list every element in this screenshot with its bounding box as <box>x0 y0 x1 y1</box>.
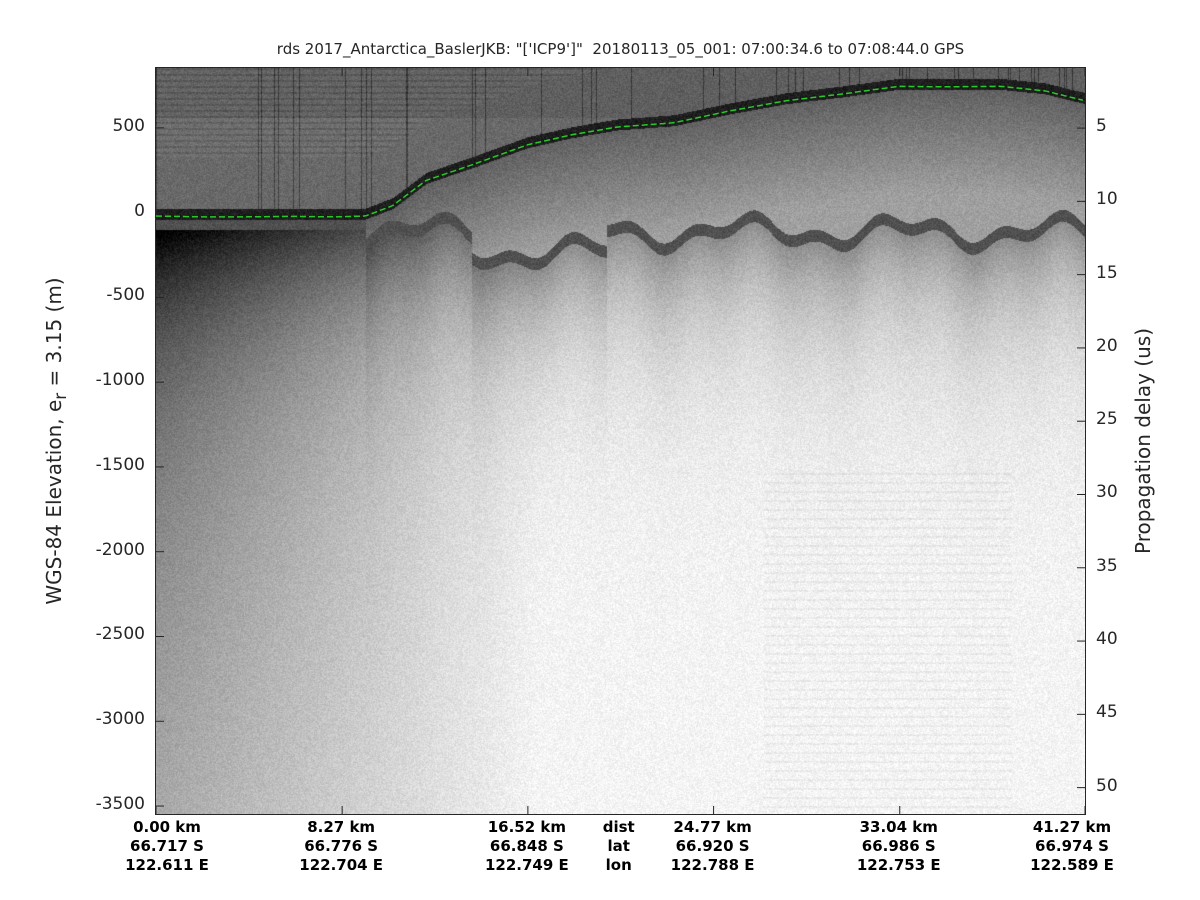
x-tick-dist: 0.00 km <box>133 818 201 836</box>
y2-tick-label: 50 <box>1096 775 1118 796</box>
plot-overlay <box>155 68 1086 814</box>
y-tick-label: -500 <box>106 285 145 306</box>
x-tick-dist: 33.04 km <box>859 818 938 836</box>
x-tick-lon: 122.788 E <box>670 856 755 874</box>
x-tick-dist: 41.27 km <box>1032 818 1112 836</box>
y2-tick-label: 25 <box>1096 409 1118 430</box>
x-tick-lat: 66.776 S <box>304 837 379 855</box>
x-tick-label: 33.04 km 66.986 S 122.753 E <box>857 818 941 875</box>
y-tick-label: -2500 <box>95 624 145 645</box>
x-tick-label: 0.00 km 66.717 S 122.611 E <box>125 818 209 875</box>
y-tick-label: -1000 <box>95 370 145 391</box>
x-tick-lon: 122.749 E <box>484 856 569 874</box>
x-tick-lon: 122.704 E <box>299 856 384 874</box>
y2-tick-label: 20 <box>1096 335 1118 356</box>
x-tick-lat: 66.986 S <box>861 837 936 855</box>
x-tick-dist: 16.52 km <box>487 818 566 836</box>
y-tick-label: -2000 <box>95 539 145 560</box>
y-tick-label: -3000 <box>95 709 145 730</box>
plot-area <box>155 67 1086 815</box>
radar-echogram <box>156 68 1085 814</box>
x-tick-dist: 8.27 km <box>307 818 376 836</box>
x-tick-lon: 122.611 E <box>125 856 209 874</box>
x-tick-lon: 122.753 E <box>856 856 941 874</box>
row-label-dist: dist <box>602 818 635 836</box>
y-axis-label: WGS-84 Elevation, er = 3.15 (m) <box>42 277 70 604</box>
y2-tick-label: 10 <box>1096 189 1118 210</box>
y-axis-label-subscript: r <box>51 392 70 400</box>
y-axis-label-tail: = 3.15 (m) <box>42 277 66 393</box>
y2-tick-label: 45 <box>1096 702 1118 723</box>
x-tick-dist: 24.77 km <box>673 818 752 836</box>
y-tick-label: -1500 <box>95 454 145 475</box>
x-tick-label: 41.27 km 66.974 S 122.589 E <box>1030 818 1114 875</box>
y2-tick-label: 15 <box>1096 262 1118 283</box>
y2-tick-label: 40 <box>1096 629 1118 650</box>
row-label-lon: lon <box>605 856 632 874</box>
y-tick-label: 0 <box>134 200 145 221</box>
y2-tick-label: 30 <box>1096 482 1118 503</box>
y-tick-label: 500 <box>112 115 145 136</box>
x-tick-lat: 66.848 S <box>489 837 564 855</box>
x-tick-label: 8.27 km 66.776 S 122.704 E <box>299 818 383 875</box>
chart-title: rds 2017_Antarctica_BaslerJKB: "['ICP9']… <box>276 40 965 58</box>
x-tick-lon: 122.589 E <box>1030 856 1114 874</box>
x-tick-lat: 66.920 S <box>675 837 750 855</box>
surface-line <box>155 85 1084 218</box>
row-label-lat: lat <box>607 837 630 855</box>
y2-tick-label: 35 <box>1096 555 1118 576</box>
y-tick-label: -3500 <box>95 794 145 815</box>
x-tick-lat: 66.717 S <box>130 837 204 855</box>
x-tick-label: 16.52 km 66.848 S 122.749 E <box>485 818 569 875</box>
x-row-labels: dist lat lon <box>603 818 635 875</box>
y-axis-label-main: WGS-84 Elevation, e <box>42 399 66 605</box>
x-tick-lat: 66.974 S <box>1035 837 1109 855</box>
x-tick-label: 24.77 km 66.920 S 122.788 E <box>671 818 755 875</box>
y2-tick-label: 5 <box>1096 116 1107 137</box>
y2-axis-label: Propagation delay (us) <box>1131 327 1155 555</box>
